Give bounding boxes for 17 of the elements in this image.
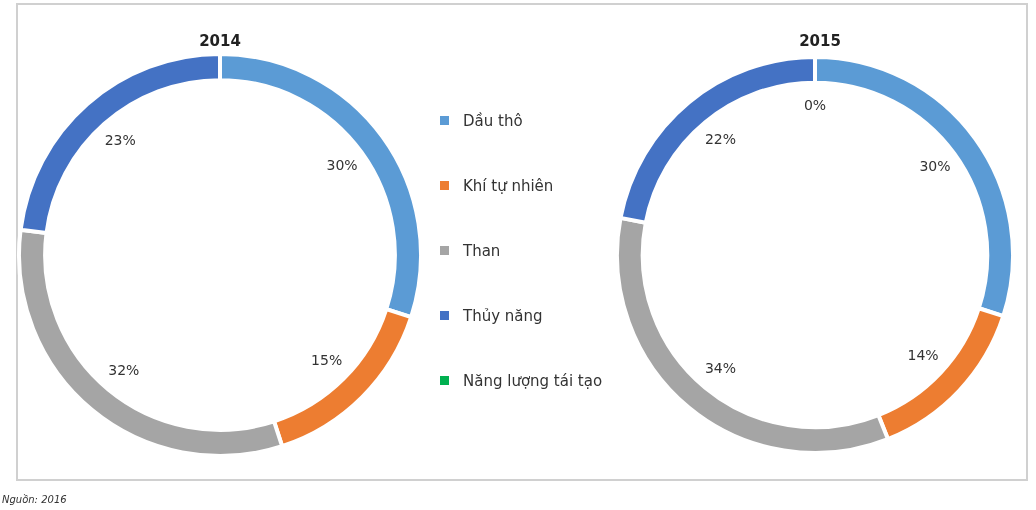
chart-title: 2015 bbox=[799, 32, 841, 50]
data-label: 32% bbox=[108, 361, 140, 378]
legend-label: Năng lượng tái tạo bbox=[463, 371, 603, 390]
text: 0% bbox=[803, 97, 827, 114]
data-label: 30% bbox=[919, 158, 951, 175]
data-label: 22% bbox=[704, 131, 737, 148]
data-label: 34% bbox=[704, 359, 737, 376]
legend-label: Thủy năng bbox=[463, 306, 543, 325]
legend-label: Khí tự nhiên bbox=[463, 176, 554, 195]
data-label: 15% bbox=[311, 352, 343, 369]
data-label: 23% bbox=[104, 132, 136, 149]
data-label: 30% bbox=[326, 156, 358, 173]
chart-title: 2014 bbox=[199, 32, 241, 50]
legend-label: Dầu thô bbox=[463, 111, 523, 130]
data-label: 14% bbox=[907, 347, 939, 364]
text: Nguồn: 2016 bbox=[2, 494, 67, 505]
legend-label: Than bbox=[463, 241, 501, 260]
